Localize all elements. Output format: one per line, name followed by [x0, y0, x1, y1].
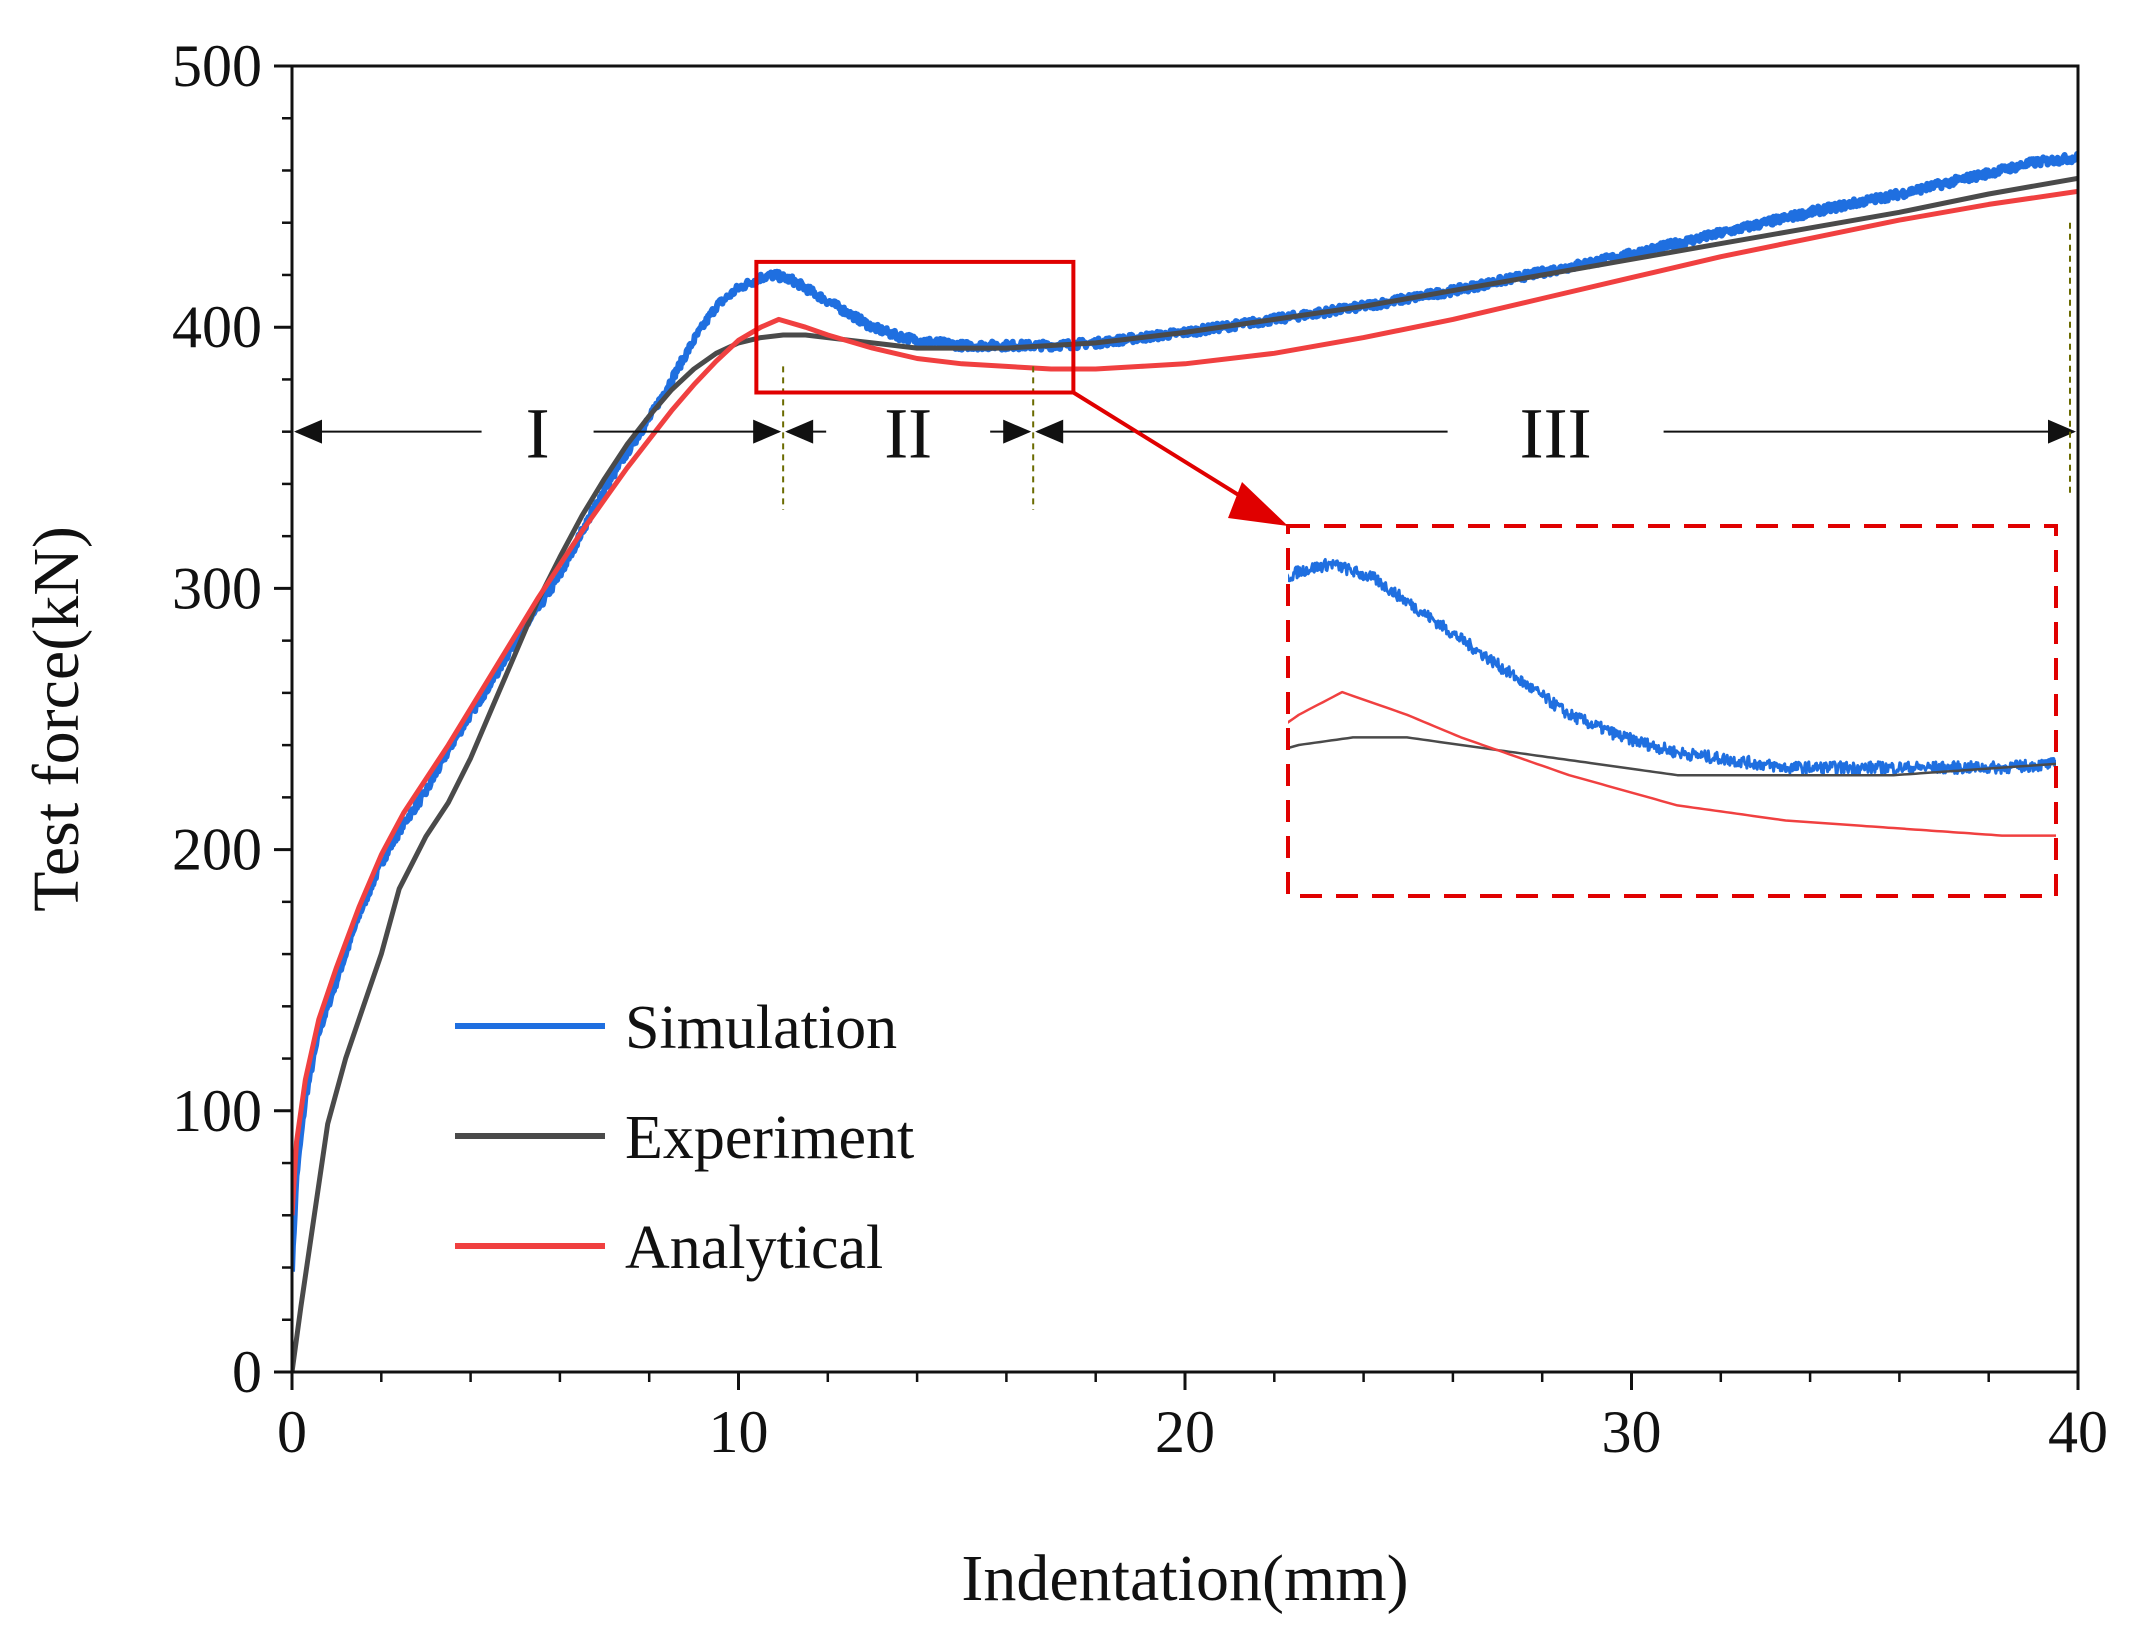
- x-axis-title: Indentation(mm): [961, 1542, 1408, 1615]
- zoom-layer: [754, 259, 1288, 526]
- legend: Simulation Experiment Analytical: [455, 994, 914, 1282]
- y-tick-label: 200: [172, 817, 262, 883]
- region-label-ii: II: [884, 394, 932, 474]
- inset-line-simulation: [1288, 558, 2056, 776]
- legend-label-simulation: Simulation: [625, 994, 897, 1062]
- inset-layer: [1286, 524, 2058, 898]
- region-label-i: I: [526, 394, 550, 474]
- ticks-layer: [274, 64, 2080, 1390]
- series-layer: [292, 151, 2078, 1372]
- region-label-iii: III: [1520, 394, 1592, 474]
- region-arrowhead: [1003, 419, 1032, 444]
- y-tick-label: 300: [172, 555, 262, 621]
- y-axis-title: Test force(kN): [20, 526, 93, 912]
- x-tick-label: 20: [1155, 1399, 1215, 1465]
- legend-label-analytical: Analytical: [625, 1214, 883, 1282]
- inset-frame: [1286, 524, 2058, 898]
- y-tick-label: 400: [172, 294, 262, 360]
- region-arrowhead: [753, 419, 782, 444]
- zoom-arrow: [1072, 390, 1268, 514]
- inset-plot: [1288, 558, 2056, 837]
- x-tick-label: 0: [277, 1399, 307, 1465]
- series-line-simulation: [292, 151, 2078, 1272]
- region-arrowhead: [2048, 419, 2076, 444]
- x-tick-label: 10: [709, 1399, 769, 1465]
- region-arrowhead: [1035, 419, 1064, 444]
- region-arrowhead: [294, 419, 322, 444]
- y-tick-label: 0: [232, 1339, 262, 1405]
- inset-line-analytical: [1288, 690, 2056, 837]
- plot-frame: [290, 64, 2080, 1374]
- x-tick-label: 40: [2048, 1399, 2108, 1465]
- inset-line-experiment: [1288, 736, 2056, 777]
- legend-label-experiment: Experiment: [625, 1104, 914, 1172]
- x-tick-label: 30: [1602, 1399, 1662, 1465]
- series-line-analytical: [292, 188, 2078, 1216]
- region-layer: I II III: [294, 222, 2076, 511]
- y-tick-label: 100: [172, 1078, 262, 1144]
- region-arrowhead: [785, 419, 814, 444]
- y-tick-label: 500: [172, 33, 262, 99]
- zoom-box: [754, 259, 1076, 395]
- zoom-arrowhead: [1228, 482, 1288, 526]
